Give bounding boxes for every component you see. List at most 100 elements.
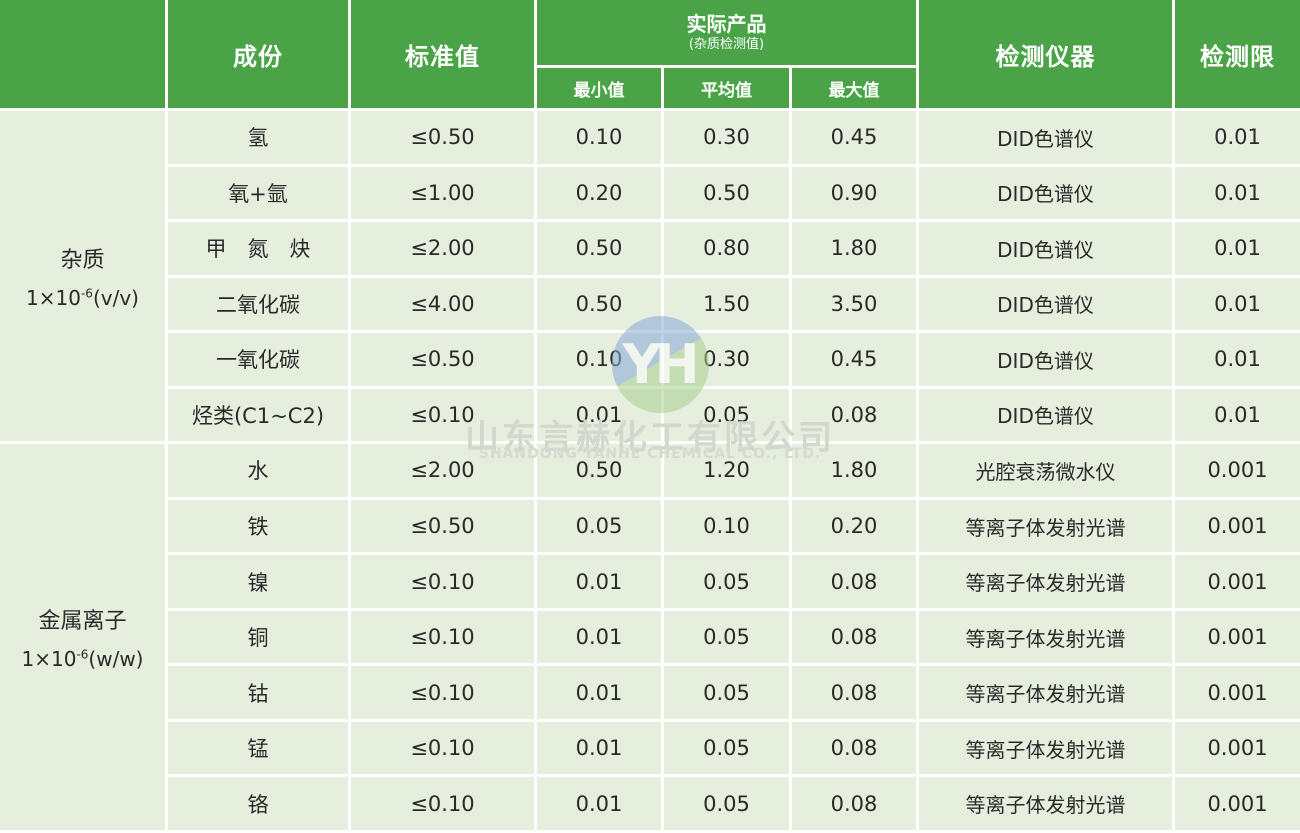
cell-avg: 0.05 xyxy=(664,721,789,775)
header-avg: 平均值 xyxy=(664,68,789,108)
cell-avg: 0.05 xyxy=(664,610,789,664)
cell-max: 0.45 xyxy=(792,333,916,386)
cell-instrument: DID色谱仪 xyxy=(919,166,1172,220)
cell-min: 0.50 xyxy=(537,222,661,275)
header-detection-limit: 检测限 xyxy=(1175,0,1300,108)
cell-limit: 0.01 xyxy=(1175,388,1300,442)
cell-max: 0.08 xyxy=(792,721,916,775)
cell-standard: ≤4.00 xyxy=(351,277,534,331)
cell-avg: 0.05 xyxy=(664,388,789,442)
cell-min: 0.01 xyxy=(537,721,661,775)
group-impurities-unit-exponent: -6 xyxy=(80,286,93,301)
cell-min: 0.50 xyxy=(537,444,661,497)
cell-min: 0.10 xyxy=(537,333,661,386)
group-impurities-unit-suffix: (v/v) xyxy=(92,286,139,311)
cell-min: 0.01 xyxy=(537,388,661,442)
cell-component: 锰 xyxy=(168,721,348,775)
cell-limit: 0.001 xyxy=(1175,555,1300,608)
cell-instrument: 等离子体发射光谱 xyxy=(919,555,1172,608)
cell-limit: 0.001 xyxy=(1175,610,1300,664)
group-label-impurities: 杂质 1×10-6(v/v) xyxy=(0,111,165,442)
cell-max: 0.90 xyxy=(792,166,916,220)
group-impurities-name: 杂质 xyxy=(60,248,105,274)
cell-limit: 0.01 xyxy=(1175,333,1300,386)
header-corner-cell xyxy=(0,0,165,108)
group-metal-ions-name: 金属离子 xyxy=(38,609,127,635)
cell-min: 0.50 xyxy=(537,277,661,331)
cell-component: 二氧化碳 xyxy=(168,277,348,331)
cell-standard: ≤0.10 xyxy=(351,388,534,442)
cell-instrument: DID色谱仪 xyxy=(919,333,1172,386)
cell-avg: 0.80 xyxy=(664,222,789,275)
cell-avg: 0.10 xyxy=(664,499,789,553)
cell-avg: 0.05 xyxy=(664,777,789,830)
group-metal-ions-unit-base: 1×10 xyxy=(21,647,77,672)
cell-component: 一氧化碳 xyxy=(168,333,348,386)
group-metal-ions-unit: 1×10-6(w/w) xyxy=(22,647,144,671)
cell-standard: ≤0.10 xyxy=(351,777,534,830)
cell-standard: ≤0.10 xyxy=(351,610,534,664)
cell-standard: ≤0.10 xyxy=(351,666,534,719)
cell-max: 0.08 xyxy=(792,388,916,442)
cell-component: 水 xyxy=(168,444,348,497)
cell-limit: 0.01 xyxy=(1175,166,1300,220)
cell-component: 烃类(C1~C2) xyxy=(168,388,348,442)
cell-instrument: DID色谱仪 xyxy=(919,388,1172,442)
cell-min: 0.10 xyxy=(537,111,661,164)
cell-max: 0.08 xyxy=(792,555,916,608)
cell-avg: 0.05 xyxy=(664,555,789,608)
cell-avg: 0.05 xyxy=(664,666,789,719)
cell-component: 甲 氮 炔 xyxy=(168,222,348,275)
header-actual-product-note: (杂质检测值) xyxy=(688,36,765,52)
header-instrument: 检测仪器 xyxy=(919,0,1172,108)
header-min: 最小值 xyxy=(537,68,661,108)
cell-component: 铬 xyxy=(168,777,348,830)
cell-standard: ≤1.00 xyxy=(351,166,534,220)
group-impurities-unit-base: 1×10 xyxy=(26,286,81,311)
cell-component: 镍 xyxy=(168,555,348,608)
cell-avg: 1.50 xyxy=(664,277,789,331)
cell-standard: ≤0.50 xyxy=(351,111,534,164)
cell-instrument: 等离子体发射光谱 xyxy=(919,499,1172,553)
cell-limit: 0.01 xyxy=(1175,111,1300,164)
group-label-metal-ions: 金属离子 1×10-6(w/w) xyxy=(0,444,165,830)
cell-max: 0.08 xyxy=(792,777,916,830)
cell-avg: 0.30 xyxy=(664,333,789,386)
group-impurities-unit: 1×10-6(v/v) xyxy=(26,286,139,310)
cell-limit: 0.001 xyxy=(1175,499,1300,553)
header-component: 成份 xyxy=(168,0,348,108)
cell-instrument: 光腔衰荡微水仪 xyxy=(919,444,1172,497)
cell-limit: 0.001 xyxy=(1175,721,1300,775)
cell-avg: 1.20 xyxy=(664,444,789,497)
cell-limit: 0.001 xyxy=(1175,666,1300,719)
cell-standard: ≤0.10 xyxy=(351,555,534,608)
cell-standard: ≤0.10 xyxy=(351,721,534,775)
cell-min: 0.20 xyxy=(537,166,661,220)
cell-max: 0.45 xyxy=(792,111,916,164)
cell-instrument: DID色谱仪 xyxy=(919,111,1172,164)
cell-max: 0.08 xyxy=(792,666,916,719)
cell-instrument: 等离子体发射光谱 xyxy=(919,666,1172,719)
cell-instrument: DID色谱仪 xyxy=(919,277,1172,331)
header-standard-value: 标准值 xyxy=(351,0,534,108)
cell-standard: ≤0.50 xyxy=(351,333,534,386)
cell-component: 钴 xyxy=(168,666,348,719)
cell-min: 0.01 xyxy=(537,555,661,608)
cell-instrument: 等离子体发射光谱 xyxy=(919,721,1172,775)
cell-instrument: 等离子体发射光谱 xyxy=(919,610,1172,664)
cell-max: 0.08 xyxy=(792,610,916,664)
cell-min: 0.01 xyxy=(537,610,661,664)
cell-min: 0.01 xyxy=(537,666,661,719)
cell-limit: 0.001 xyxy=(1175,777,1300,830)
cell-max: 1.80 xyxy=(792,444,916,497)
header-actual-product-title: 实际产品 xyxy=(686,11,767,36)
cell-component: 铜 xyxy=(168,610,348,664)
group-metal-ions-unit-exponent: -6 xyxy=(76,647,89,662)
header-max: 最大值 xyxy=(792,68,916,108)
cell-instrument: DID色谱仪 xyxy=(919,222,1172,275)
cell-component: 氧+氩 xyxy=(168,166,348,220)
cell-standard: ≤0.50 xyxy=(351,499,534,553)
cell-avg: 0.30 xyxy=(664,111,789,164)
cell-limit: 0.01 xyxy=(1175,222,1300,275)
